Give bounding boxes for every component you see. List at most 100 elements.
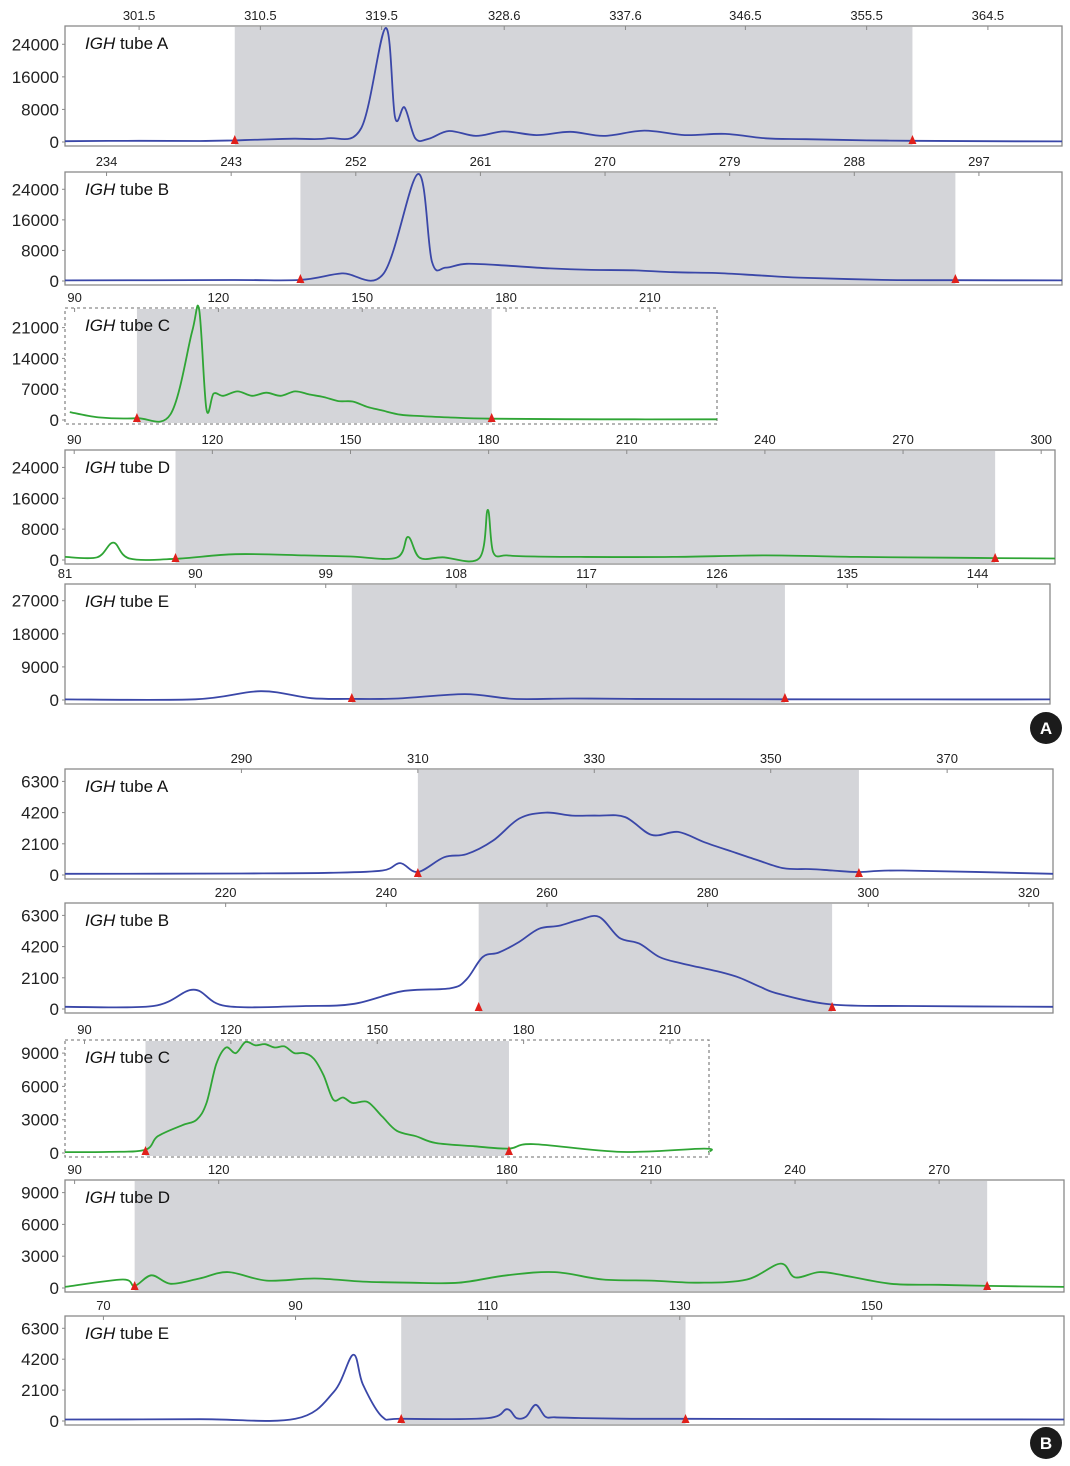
boundary-marker <box>296 274 305 283</box>
x-tick-label: 99 <box>319 566 333 581</box>
x-tick-label: 337.6 <box>609 8 642 23</box>
shaded-region <box>478 904 833 1012</box>
panel-a-igh-tube-a: IGH tube A 0 8000 16000 24000 301.5 310.5 319.5… <box>12 8 1063 152</box>
panel-badge-a: A <box>1030 712 1062 744</box>
x-tick-label: 290 <box>231 751 253 766</box>
y-tick-label: 9000 <box>21 1184 59 1203</box>
x-tick-label: 260 <box>536 885 558 900</box>
boundary-marker <box>230 135 239 144</box>
y-tick-label: 2100 <box>21 969 59 988</box>
y-tick-label: 9000 <box>21 658 59 677</box>
x-tick-label: 261 <box>470 154 492 169</box>
x-tick-label: 90 <box>188 566 202 581</box>
y-tick-label: 16000 <box>12 68 59 87</box>
x-tick-label: 150 <box>340 432 362 447</box>
y-tick-label: 2100 <box>21 835 59 854</box>
trace-line <box>64 811 1054 875</box>
x-tick-label: 108 <box>445 566 467 581</box>
x-tick-label: 180 <box>495 290 517 305</box>
boundary-marker <box>474 1002 483 1011</box>
plot-frame <box>64 307 718 425</box>
y-tick-label: 0 <box>50 866 59 885</box>
plot-frame <box>64 25 1063 147</box>
shaded-region <box>134 1181 988 1291</box>
boundary-marker <box>780 693 789 702</box>
panel-a-igh-tube-d: IGH tube D 0 8000 16000 24000 90 120 150 180 210 2… <box>12 432 1056 570</box>
x-tick-label: 297 <box>968 154 990 169</box>
x-tick-label: 126 <box>706 566 728 581</box>
y-tick-label: 8000 <box>21 520 59 539</box>
boundary-marker <box>828 1002 837 1011</box>
plot-frame <box>64 449 1056 565</box>
tube-label: IGH tube C <box>85 1048 170 1067</box>
x-tick-label: 346.5 <box>729 8 762 23</box>
x-tick-label: 300 <box>857 885 879 900</box>
x-tick-label: 240 <box>784 1162 806 1177</box>
plot-frame <box>64 1179 1065 1293</box>
trace-line <box>64 914 1054 1009</box>
y-tick-label: 16000 <box>12 489 59 508</box>
plot-frame <box>64 768 1054 880</box>
boundary-marker <box>413 868 422 877</box>
y-tick-label: 3000 <box>21 1247 59 1266</box>
y-tick-label: 24000 <box>12 180 59 199</box>
y-tick-label: 3000 <box>21 1111 59 1130</box>
x-tick-label: 364.5 <box>972 8 1005 23</box>
boundary-marker <box>130 1281 139 1290</box>
tube-label: IGH tube C <box>85 316 170 335</box>
y-tick-label: 14000 <box>12 349 59 368</box>
x-tick-label: 280 <box>697 885 719 900</box>
trace-line <box>64 27 1063 143</box>
x-tick-label: 279 <box>719 154 741 169</box>
tube-label: IGH tube D <box>85 458 170 477</box>
x-tick-label: 220 <box>215 885 237 900</box>
panel-b-igh-tube-b: IGH tube B 0 2100 4200 6300 220 240 260 280 300 32… <box>21 885 1054 1019</box>
y-tick-label: 6000 <box>21 1077 59 1096</box>
panel-b-igh-tube-a: IGH tube A 0 2100 4200 6300 290 310 330 350 370 <box>21 751 1054 885</box>
y-tick-label: 9000 <box>21 1044 59 1063</box>
y-tick-label: 8000 <box>21 241 59 260</box>
panel-b-igh-tube-c: IGH tube C 0 3000 6000 9000 90 120 150 180 210 <box>21 1022 713 1163</box>
tube-label: IGH tube D <box>85 1188 170 1207</box>
y-tick-label: 0 <box>50 411 59 430</box>
boundary-marker <box>951 274 960 283</box>
x-tick-label: 240 <box>375 885 397 900</box>
trace-line <box>64 1353 1065 1422</box>
plot-frame <box>64 902 1054 1014</box>
x-tick-label: 328.6 <box>488 8 521 23</box>
boundary-marker <box>681 1414 690 1423</box>
panel-badge-b: B <box>1030 1427 1062 1459</box>
x-tick-label: 319.5 <box>365 8 398 23</box>
boundary-marker <box>991 553 1000 562</box>
tube-label: IGH tube E <box>85 1324 169 1343</box>
tube-label: IGH tube E <box>85 592 169 611</box>
x-tick-label: 310.5 <box>244 8 277 23</box>
panel-a-igh-tube-e: IGH tube E 0 9000 18000 27000 81 90 99 108 117 126… <box>12 566 1051 710</box>
x-tick-label: 135 <box>836 566 858 581</box>
shaded-region <box>300 173 956 284</box>
boundary-marker <box>487 413 496 422</box>
x-tick-label: 90 <box>67 290 81 305</box>
y-tick-label: 27000 <box>12 592 59 611</box>
x-tick-label: 70 <box>96 1298 110 1313</box>
y-tick-label: 6300 <box>21 772 59 791</box>
x-tick-label: 180 <box>478 432 500 447</box>
boundary-marker <box>504 1146 513 1155</box>
x-tick-label: 117 <box>576 566 597 581</box>
x-tick-label: 350 <box>760 751 782 766</box>
y-tick-label: 7000 <box>21 380 59 399</box>
y-tick-label: 0 <box>50 1144 59 1163</box>
x-tick-label: 81 <box>58 566 72 581</box>
y-tick-label: 6300 <box>21 1319 59 1338</box>
boundary-marker <box>132 413 141 422</box>
x-tick-label: 90 <box>67 1162 81 1177</box>
x-tick-label: 300 <box>1030 432 1052 447</box>
x-tick-label: 210 <box>616 432 638 447</box>
boundary-marker <box>854 868 863 877</box>
y-tick-label: 4200 <box>21 1350 59 1369</box>
y-tick-label: 16000 <box>12 211 59 230</box>
trace-line <box>64 173 1063 282</box>
tube-label: IGH tube B <box>85 911 169 930</box>
